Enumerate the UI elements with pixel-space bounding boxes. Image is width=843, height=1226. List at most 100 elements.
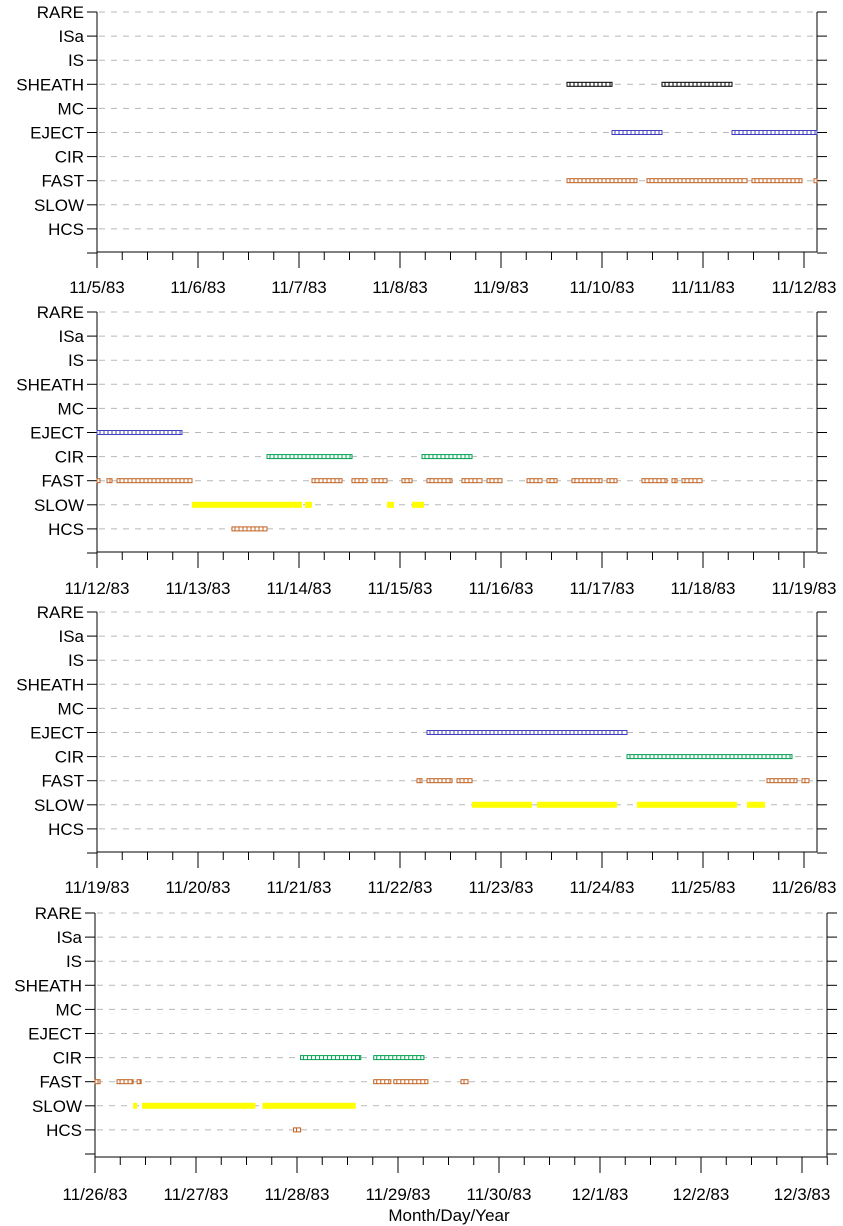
x-tick-label: 11/16/83 (469, 579, 534, 598)
interval-box (231, 526, 268, 532)
category-label-sheath: SHEATH (14, 976, 82, 995)
interval-box (461, 478, 483, 484)
interval-box (641, 478, 668, 484)
interval-fast (766, 778, 798, 784)
interval-box (546, 478, 558, 484)
interval-fast (116, 1079, 134, 1085)
panel-4: RARE ISa IS SHEATH MC EJECT CIR FAST SLOW HCS 11/2… (14, 904, 837, 1204)
x-tick-label: 11/8/83 (372, 278, 427, 297)
panel-1: RARE ISa IS SHEATH MC EJECT CIR FAST SLOW HCS 11/5… (16, 3, 836, 297)
interval-fast (801, 778, 810, 784)
category-label-isa: ISa (58, 627, 84, 646)
interval-box (373, 1055, 425, 1061)
x-tick-label: 11/27/83 (164, 1185, 229, 1204)
category-label-eject: EJECT (30, 424, 84, 443)
interval-hcs (231, 526, 268, 532)
interval-fast (351, 478, 368, 484)
category-label-rare: RARE (35, 904, 82, 923)
interval-fast (416, 778, 423, 784)
interval-box (116, 1079, 134, 1085)
interval-slow (305, 501, 312, 508)
interval-fast (526, 478, 543, 484)
x-tick-label: 11/5/83 (69, 278, 124, 297)
interval-slow (747, 801, 765, 808)
category-label-eject: EJECT (30, 724, 84, 743)
interval-fast (813, 178, 818, 184)
interval-eject (611, 130, 663, 135)
interval-slow (387, 501, 394, 508)
category-label-rare: RARE (37, 603, 84, 622)
category-label-fast: FAST (39, 1073, 82, 1092)
interval-eject (731, 130, 818, 135)
interval-sheath (566, 81, 613, 87)
interval-fast (96, 478, 101, 484)
interval-fast (566, 178, 638, 184)
x-tick-label: 11/18/83 (671, 579, 736, 598)
category-label-mc: MC (58, 699, 84, 718)
interval-slow (637, 801, 737, 808)
x-tick-label: 11/24/83 (570, 878, 635, 897)
interval-box (813, 178, 818, 184)
interval-box (681, 478, 703, 484)
category-label-hcs: HCS (46, 1121, 82, 1140)
x-tick-label: 11/28/83 (265, 1185, 330, 1204)
category-label-slow: SLOW (34, 196, 84, 215)
x-tick-label: 12/3/83 (774, 1185, 831, 1204)
interval-box (293, 1127, 302, 1133)
interval-box (426, 478, 453, 484)
interval-fast (671, 478, 678, 484)
interval-fast (116, 478, 193, 484)
x-tick-label: 11/30/83 (467, 1185, 532, 1204)
category-label-hcs: HCS (48, 820, 84, 839)
category-label-rare: RARE (37, 303, 84, 322)
category-label-fast: FAST (41, 772, 84, 791)
interval-fast (641, 478, 668, 484)
interval-slow (142, 1102, 256, 1109)
interval-box (426, 778, 453, 784)
x-tick-label: 11/7/83 (271, 278, 326, 297)
interval-cir (626, 754, 793, 760)
x-tick-label: 11/11/83 (671, 278, 735, 297)
x-tick-label: 11/15/83 (368, 579, 433, 598)
x-tick-label: 11/29/83 (366, 1185, 431, 1204)
interval-hcs (293, 1127, 302, 1133)
interval-sheath (661, 81, 733, 87)
category-label-is: IS (68, 351, 84, 370)
x-tick-label: 12/2/83 (673, 1185, 730, 1204)
interval-slow (412, 501, 424, 508)
x-tick-label: 11/26/83 (63, 1185, 128, 1204)
x-tick-label: 11/26/83 (772, 878, 837, 897)
category-label-cir: CIR (55, 748, 84, 767)
category-label-cir: CIR (55, 148, 84, 167)
category-label-isa: ISa (58, 327, 84, 346)
interval-box (646, 178, 748, 184)
interval-slow (537, 801, 617, 808)
interval-box (96, 478, 101, 484)
interval-cir (421, 454, 473, 460)
interval-box (401, 478, 413, 484)
interval-fast (460, 1079, 469, 1085)
interval-cir (266, 454, 353, 460)
interval-eject (426, 730, 628, 735)
interval-fast (486, 478, 503, 484)
interval-fast (646, 178, 748, 184)
category-label-sheath: SHEATH (16, 675, 84, 694)
interval-slow (192, 501, 302, 508)
category-label-slow: SLOW (34, 496, 84, 515)
interval-fast (371, 478, 388, 484)
category-label-isa: ISa (58, 27, 84, 46)
interval-fast (456, 778, 473, 784)
interval-box (116, 478, 193, 484)
interval-box (606, 478, 618, 484)
interval-box (751, 178, 803, 184)
x-tick-label: 11/14/83 (267, 579, 332, 598)
x-tick-label: 11/17/83 (570, 579, 635, 598)
interval-fast (571, 478, 603, 484)
x-tick-label: 11/22/83 (368, 878, 433, 897)
interval-fast (401, 478, 413, 484)
interval-fast (136, 1079, 142, 1085)
interval-slow (133, 1102, 138, 1109)
interval-slow (472, 801, 532, 808)
x-tick-label: 11/25/83 (671, 878, 736, 897)
